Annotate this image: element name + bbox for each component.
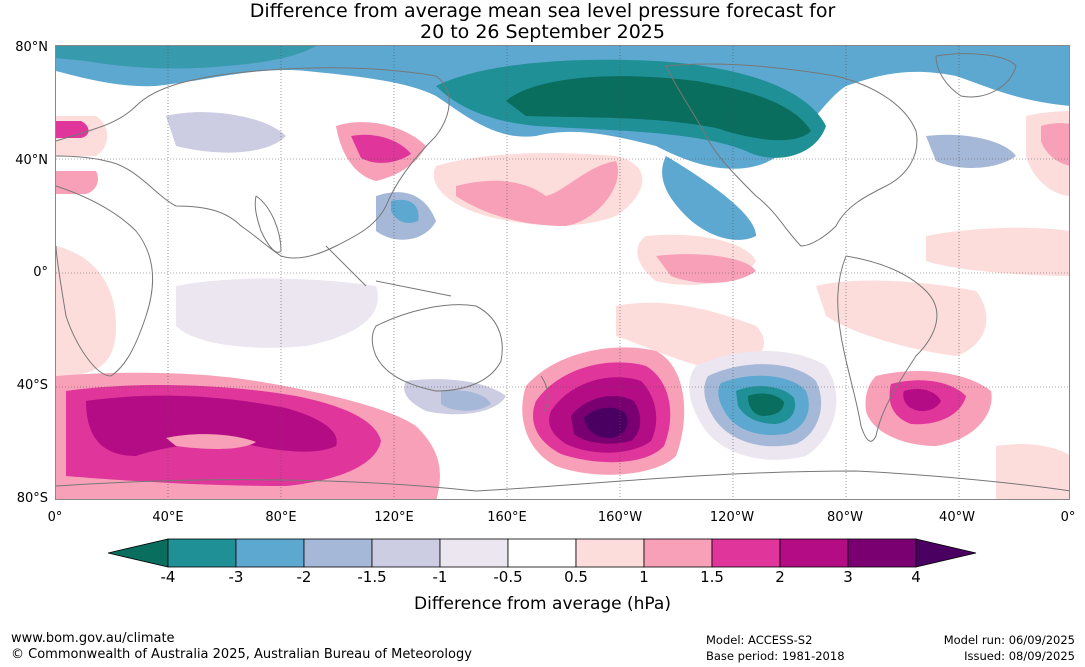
- colorbar-tick-label: 3: [843, 568, 853, 586]
- lon-label-40e: 40°E: [152, 510, 184, 525]
- graticule: [56, 46, 1069, 499]
- lon-label-120e: 120°E: [374, 510, 414, 525]
- colorbar-cell: [439, 538, 509, 568]
- lon-label-160w: 160°W: [597, 510, 643, 525]
- colorbar-tick-label: 0.5: [564, 568, 588, 586]
- footer-copyright: © Commonwealth of Australia 2025, Austra…: [11, 647, 472, 662]
- lat-label-40n: 40°N: [15, 153, 48, 168]
- colorbar-tick-label: 1: [639, 568, 649, 586]
- colorbar-tick-label: -4: [160, 568, 176, 586]
- map-canvas: [56, 46, 1069, 499]
- lon-label-80w: 80°W: [827, 510, 863, 525]
- footer-website[interactable]: www.bom.gov.au/climate: [11, 631, 175, 646]
- colorbar-extend-low: [108, 538, 169, 568]
- colorbar-tick-label: -1: [432, 568, 448, 586]
- colorbar-tick-label: -0.5: [493, 568, 523, 586]
- coastlines: [56, 53, 1069, 492]
- lat-label-80n: 80°N: [15, 40, 48, 55]
- lon-label-0-east: 0°: [1060, 510, 1076, 525]
- colorbar-cell: [507, 538, 577, 568]
- lon-label-40w: 40°W: [939, 510, 975, 525]
- colorbar-tick-label: 1.5: [700, 568, 724, 586]
- colorbar-extend-high: [915, 538, 977, 568]
- colorbar-cell: [167, 538, 237, 568]
- colorbar-cell: [303, 538, 373, 568]
- map-title-line2: 20 to 26 September 2025: [420, 21, 665, 43]
- colorbar: [108, 538, 977, 568]
- footer-model: Model: ACCESS-S2: [706, 633, 813, 647]
- lon-label-120w: 120°W: [709, 510, 755, 525]
- footer-base-period: Base period: 1981-2018: [706, 649, 845, 663]
- colorbar-cell: [371, 538, 441, 568]
- colorbar-tick-label: 2: [775, 568, 785, 586]
- lat-label-equator: 0°: [33, 265, 48, 280]
- colorbar-tick-label: -2: [296, 568, 312, 586]
- colorbar-tick-label: -1.5: [357, 568, 387, 586]
- lon-label-0: 0°: [47, 510, 63, 525]
- footer-issued: Issued: 08/09/2025: [964, 649, 1075, 663]
- colorbar-cell: [643, 538, 713, 568]
- colorbar-cell: [779, 538, 849, 568]
- map-title-line1: Difference from average mean sea level p…: [249, 0, 836, 22]
- colorbar-cell: [575, 538, 645, 568]
- colorbar-cell: [235, 538, 305, 568]
- colorbar-tick-label: -3: [228, 568, 244, 586]
- footer-model-run: Model run: 06/09/2025: [943, 633, 1075, 647]
- pressure-anomaly-map: [55, 45, 1070, 500]
- lon-label-80e: 80°E: [265, 510, 297, 525]
- colorbar-cell: [847, 538, 917, 568]
- colorbar-title: Difference from average (hPa): [414, 594, 671, 614]
- colorbar-cell: [711, 538, 781, 568]
- lat-label-40s: 40°S: [16, 378, 48, 393]
- lat-label-80s: 80°S: [16, 491, 48, 506]
- lon-label-160e: 160°E: [487, 510, 527, 525]
- colorbar-tick-label: 4: [911, 568, 921, 586]
- anomaly-fields: [56, 46, 1069, 499]
